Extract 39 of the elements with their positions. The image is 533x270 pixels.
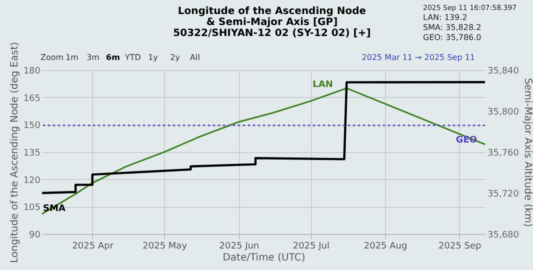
text: 1m xyxy=(66,53,79,62)
text: All xyxy=(190,53,200,62)
y-tick-label: 180 xyxy=(23,66,41,76)
text: GEO: 35,786.0 xyxy=(423,33,482,42)
series-label: LAN xyxy=(312,80,333,90)
y-axis-title: Longitude of the Ascending Node (deg East) xyxy=(9,42,20,264)
text: 1y xyxy=(148,53,158,62)
x-tick-label: 2025 Jun xyxy=(219,242,260,252)
chart-title: Longitude of the Ascending Node & Semi-Major Axis [GP] xyxy=(178,6,366,28)
text: 6m xyxy=(106,53,120,62)
x-tick-label: 2025 Apr xyxy=(72,242,114,252)
y2-tick-label: 35,840 xyxy=(488,66,520,76)
y-tick-label: 105 xyxy=(23,203,40,214)
x-tick-label: 2025 Aug xyxy=(364,242,408,252)
y2-tick-label: 35,720 xyxy=(488,190,520,200)
y-tick-label: 90 xyxy=(29,230,41,240)
y-tick-label: 150 xyxy=(23,121,41,132)
x-axis-title: Date/Time (UTC) xyxy=(222,252,306,264)
text: 2y xyxy=(170,53,180,62)
text: SMA: 35,828.2 xyxy=(423,23,482,32)
ref-line-label: GEO xyxy=(456,135,478,146)
line-series xyxy=(41,87,486,215)
x-tick-label: 2025 Jul xyxy=(292,242,330,252)
text: 2025 Mar 11 → 2025 Sep 11 xyxy=(362,53,475,62)
x-tick-label: 2025 Sep xyxy=(438,242,482,252)
text: LAN: 139.2 xyxy=(423,13,468,22)
y-tick-label: 120 xyxy=(23,176,41,186)
y-tick-label: 165 xyxy=(23,94,40,104)
y2-axis-title: Semi-Major Axis Altitude (km) xyxy=(522,78,533,228)
y2-tick-label: 35,680 xyxy=(488,230,520,240)
text: YTD xyxy=(124,53,141,62)
text: 3m xyxy=(86,53,100,62)
line-series xyxy=(40,80,486,194)
x-tick-label: 2025 May xyxy=(142,242,188,252)
y-tick-label: 135 xyxy=(23,148,40,158)
y2-tick-label: 35,800 xyxy=(488,108,520,118)
y2-tick-label: 35,760 xyxy=(488,148,520,158)
chart-subtitle: 50322/SHIYAN-12 02 (SY-12 02) [+] xyxy=(173,28,371,39)
text: Zoom xyxy=(40,53,64,62)
